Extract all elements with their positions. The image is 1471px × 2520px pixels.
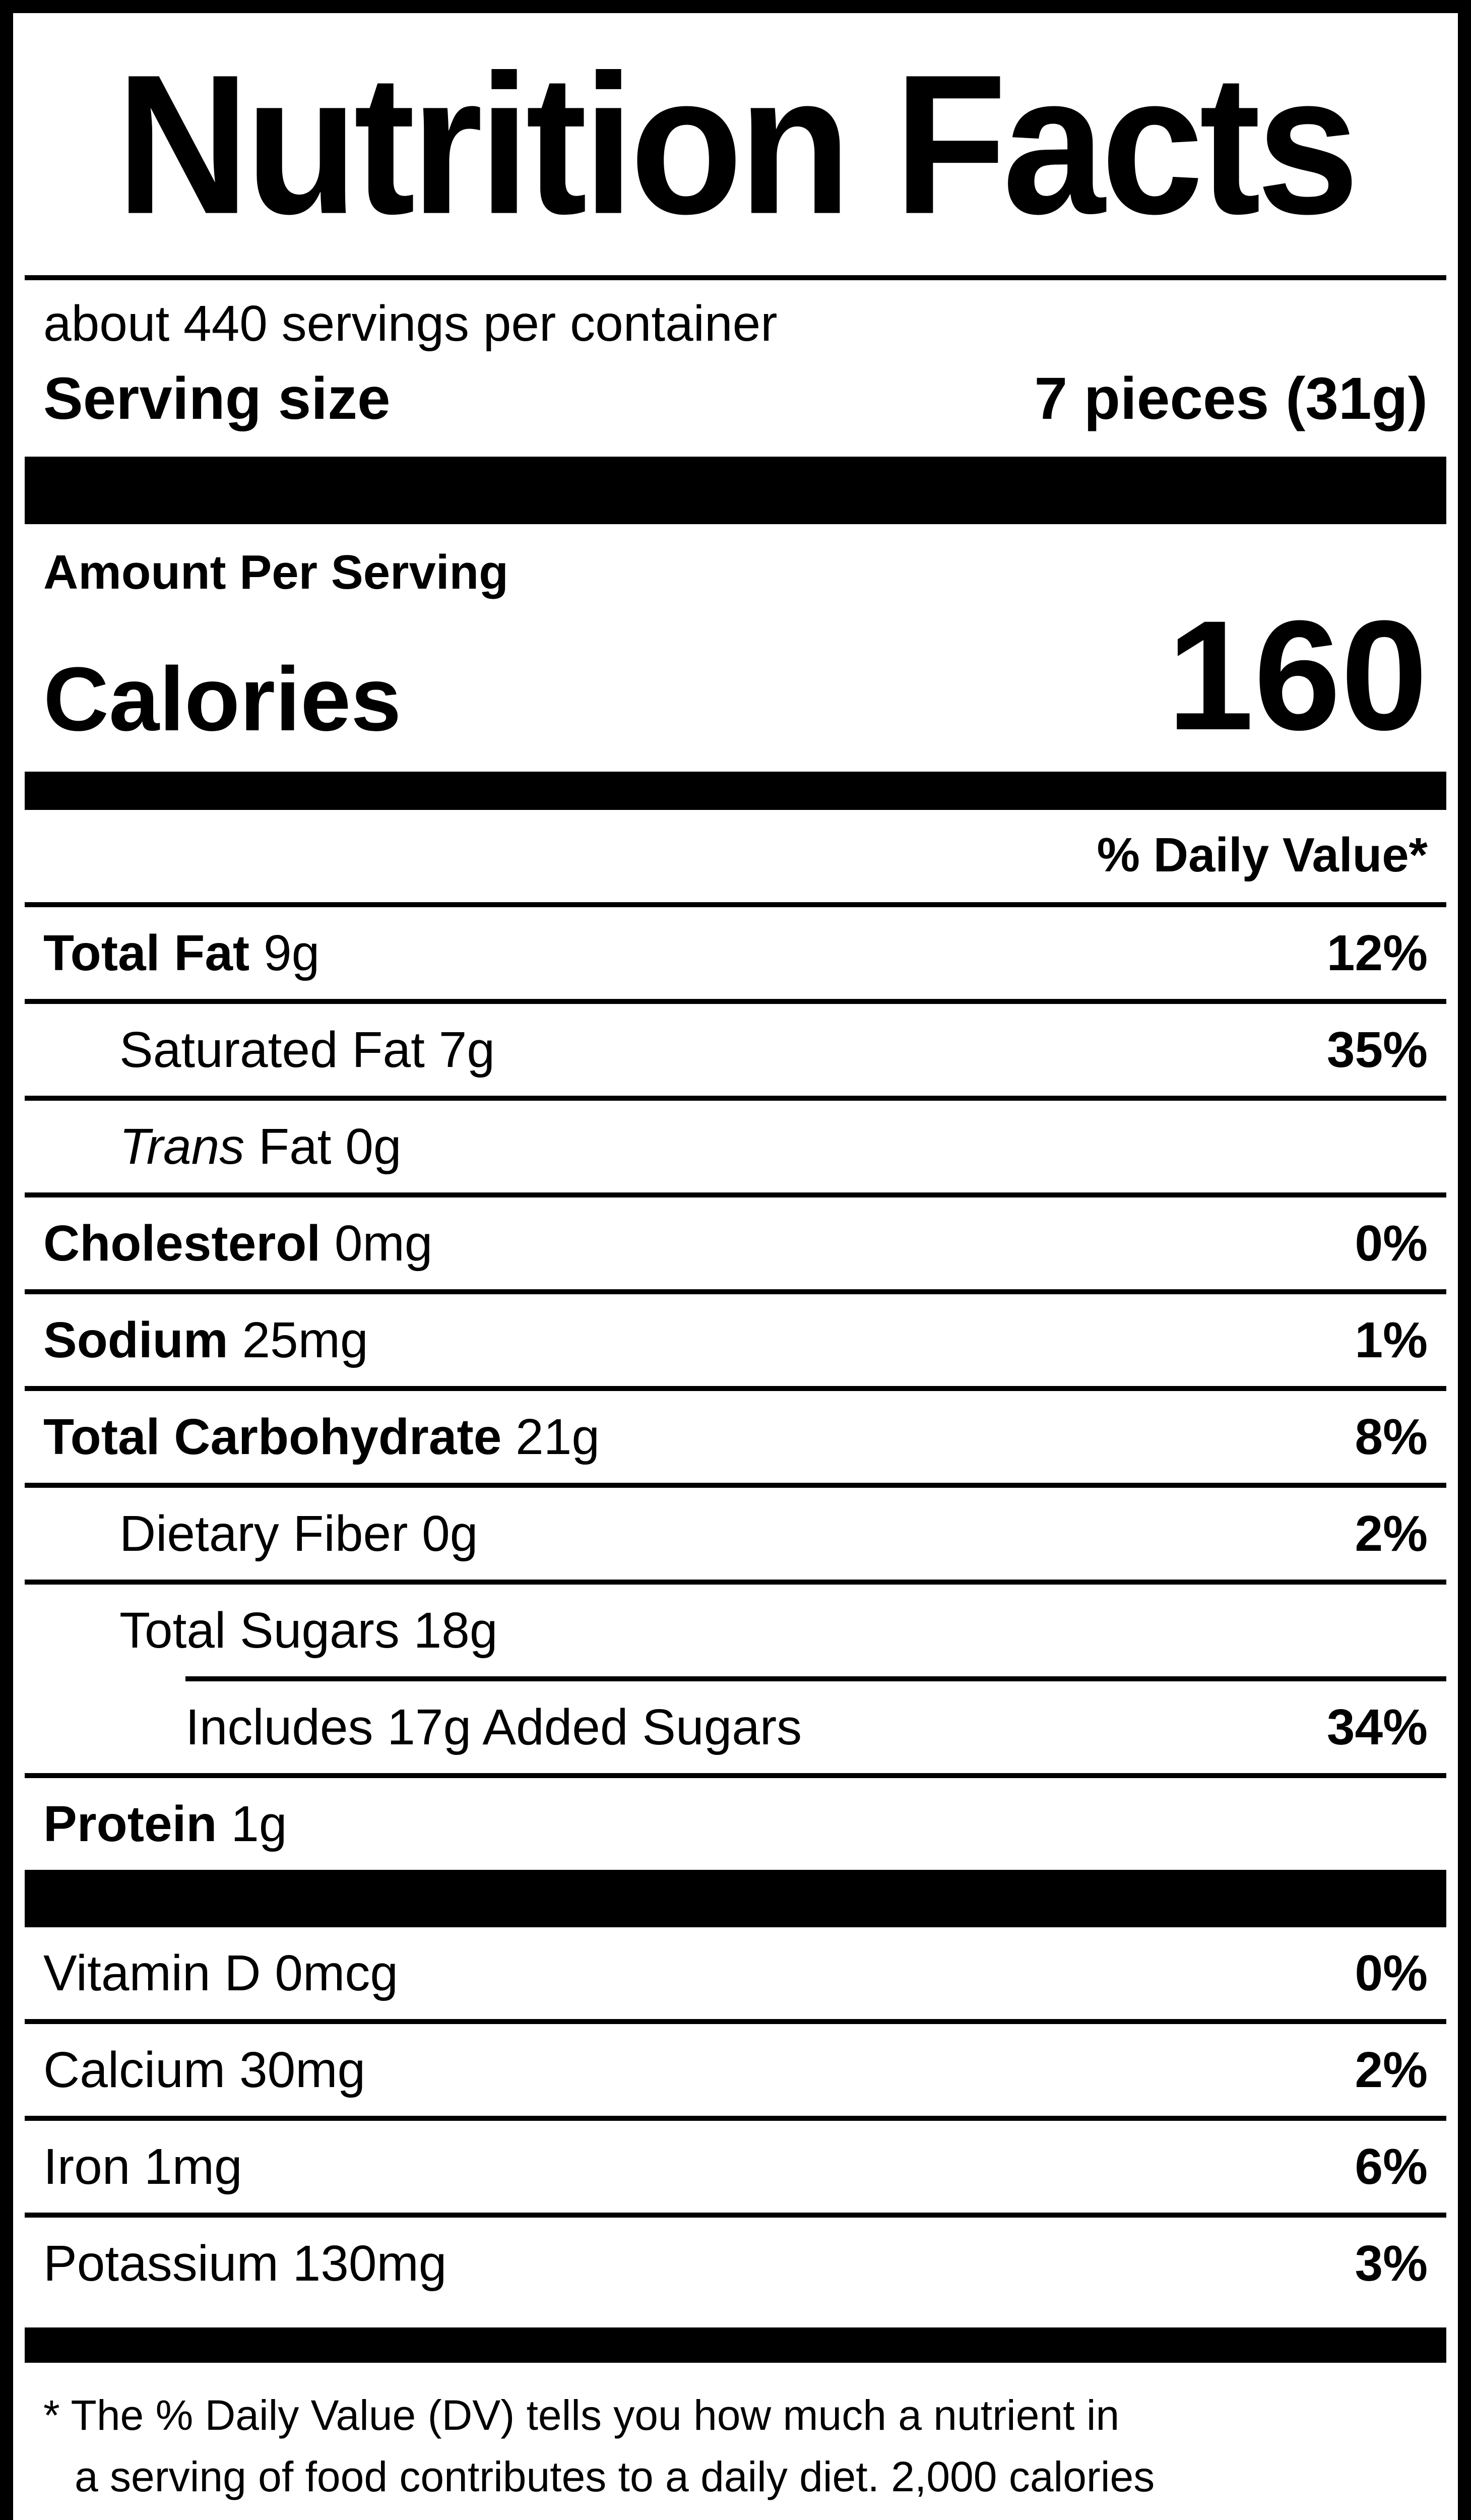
separator-bar-medium-2 [25,2327,1446,2363]
nutrient-row-wrap: Calcium 30mg 2% [25,2019,1446,2116]
nutrient-row: Sodium 25mg 1% [25,1294,1446,1386]
footnote-line: a day is used for general nutrition advi… [43,2508,1428,2520]
title-section: Nutrition Facts [13,13,1458,275]
amount-per-serving: Amount Per Serving [43,545,508,599]
daily-value-percent: 6% [1355,2138,1428,2195]
nutrient-name: Trans Fat 0g [119,1118,402,1175]
nutrient-name: Potassium 130mg [43,2235,447,2292]
label-title: Nutrition Facts [116,33,1359,256]
nutrient-row: Includes 17g Added Sugars 34% [25,1681,1446,1773]
nutrient-name: Dietary Fiber 0g [119,1505,478,1562]
nutrient-row-wrap: Saturated Fat 7g 35% [25,999,1446,1096]
nutrient-row: Total Fat 9g 12% [25,907,1446,999]
row-divider [25,1773,1446,1779]
nutrient-row: Cholesterol 0mg 0% [25,1198,1446,1289]
daily-value-percent: 34% [1326,1699,1428,1756]
row-divider [25,2019,1446,2025]
nutrient-row-wrap: Total Fat 9g 12% [25,902,1446,999]
row-divider [25,1192,1446,1198]
nutrient-row-wrap: Protein 1g [25,1773,1446,1870]
nutrient-name: Total Carbohydrate 21g [43,1409,600,1466]
row-divider [25,999,1446,1004]
separator-bar-thick [25,456,1446,524]
footnote-line: * The % Daily Value (DV) tells you how m… [43,2391,1120,2439]
nutrient-row: Dietary Fiber 0g 2% [25,1488,1446,1580]
nutrient-row-wrap: Iron 1mg 6% [25,2116,1446,2213]
separator-bar-medium [25,772,1446,810]
nutrient-row: Saturated Fat 7g 35% [25,1004,1446,1096]
daily-value-percent: 8% [1355,1409,1428,1466]
nutrient-row-wrap: Dietary Fiber 0g 2% [25,1483,1446,1580]
nutrient-name: Cholesterol 0mg [43,1215,433,1272]
nutrient-row-wrap: Vitamin D 0mcg 0% [25,1927,1446,2019]
nutrient-name: Total Sugars 18g [119,1602,498,1659]
daily-value-percent: 0% [1355,1215,1428,1272]
daily-value-percent: 0% [1355,1945,1428,2002]
label-body: about 440 servings per container Serving… [25,275,1446,2520]
daily-value-header: % Daily Value* [1097,828,1428,883]
nutrient-row: Vitamin D 0mcg 0% [25,1927,1446,2019]
nutrient-row: Iron 1mg 6% [25,2121,1446,2213]
nutrient-row: Potassium 130mg 3% [25,2218,1446,2309]
daily-value-percent: 12% [1326,925,1428,982]
row-divider [25,1096,1446,1101]
nutrient-row-wrap: Cholesterol 0mg 0% [25,1192,1446,1289]
nutrient-name: Iron 1mg [43,2138,242,2195]
separator-bar-thick-2 [25,1870,1446,1928]
nutrient-name: Vitamin D 0mcg [43,1945,398,2002]
row-divider [25,1386,1446,1392]
nutrient-name: Includes 17g Added Sugars [185,1699,802,1756]
row-divider [25,1483,1446,1488]
daily-value-percent: 3% [1355,2235,1428,2292]
row-divider [25,1580,1446,1585]
row-divider [25,2213,1446,2218]
daily-value-percent: 2% [1355,2042,1428,2099]
daily-value-percent: 35% [1326,1022,1428,1079]
serving-size-value: 7 pieces (31g) [1034,365,1428,432]
servings-per-container: about 440 servings per container [43,295,778,352]
nutrient-rows: Total Fat 9g 12% Saturated Fat 7g 35% Trans … [25,902,1446,1870]
nutrient-row-wrap: Total Carbohydrate 21g 8% [25,1386,1446,1483]
nutrient-row-wrap: Total Sugars 18g [25,1580,1446,1676]
nutrient-row: Trans Fat 0g [25,1101,1446,1192]
serving-size-label: Serving size [43,365,391,432]
nutrient-row: Total Sugars 18g [25,1585,1446,1676]
nutrient-name: Saturated Fat 7g [119,1022,495,1079]
calories-value: 160 [1167,587,1428,763]
nutrient-row: Protein 1g [25,1778,1446,1870]
nutrient-row: Calcium 30mg 2% [25,2024,1446,2116]
row-divider [185,1676,1446,1682]
nutrient-row-wrap: Potassium 130mg 3% [25,2213,1446,2309]
nutrient-name: Sodium 25mg [43,1312,368,1369]
nutrient-name: Total Fat 9g [43,925,320,982]
row-divider [25,2116,1446,2121]
daily-value-percent: 1% [1355,1312,1428,1369]
row-divider [25,902,1446,908]
calories-label: Calories [43,649,402,750]
vitamin-rows: Vitamin D 0mcg 0% Calcium 30mg 2% Iron 1mg 6%… [25,1927,1446,2309]
nutrient-row-wrap: Includes 17g Added Sugars 34% [25,1676,1446,1773]
calories-row: Calories 160 [25,587,1446,763]
nutrient-name: Calcium 30mg [43,2042,366,2099]
nutrient-name: Protein 1g [43,1796,287,1853]
title-rule [25,275,1446,280]
serving-size-row: Serving size 7 pieces (31g) [25,354,1446,457]
daily-value-percent: 2% [1355,1505,1428,1562]
row-divider [25,1289,1446,1295]
nutrient-row-wrap: Trans Fat 0g [25,1096,1446,1192]
nutrient-row-wrap: Sodium 25mg 1% [25,1289,1446,1386]
footnote-line: a serving of food contributes to a daily… [75,2453,1155,2501]
footnote: * The % Daily Value (DV) tells you how m… [25,2363,1446,2520]
nutrient-row: Total Carbohydrate 21g 8% [25,1391,1446,1483]
